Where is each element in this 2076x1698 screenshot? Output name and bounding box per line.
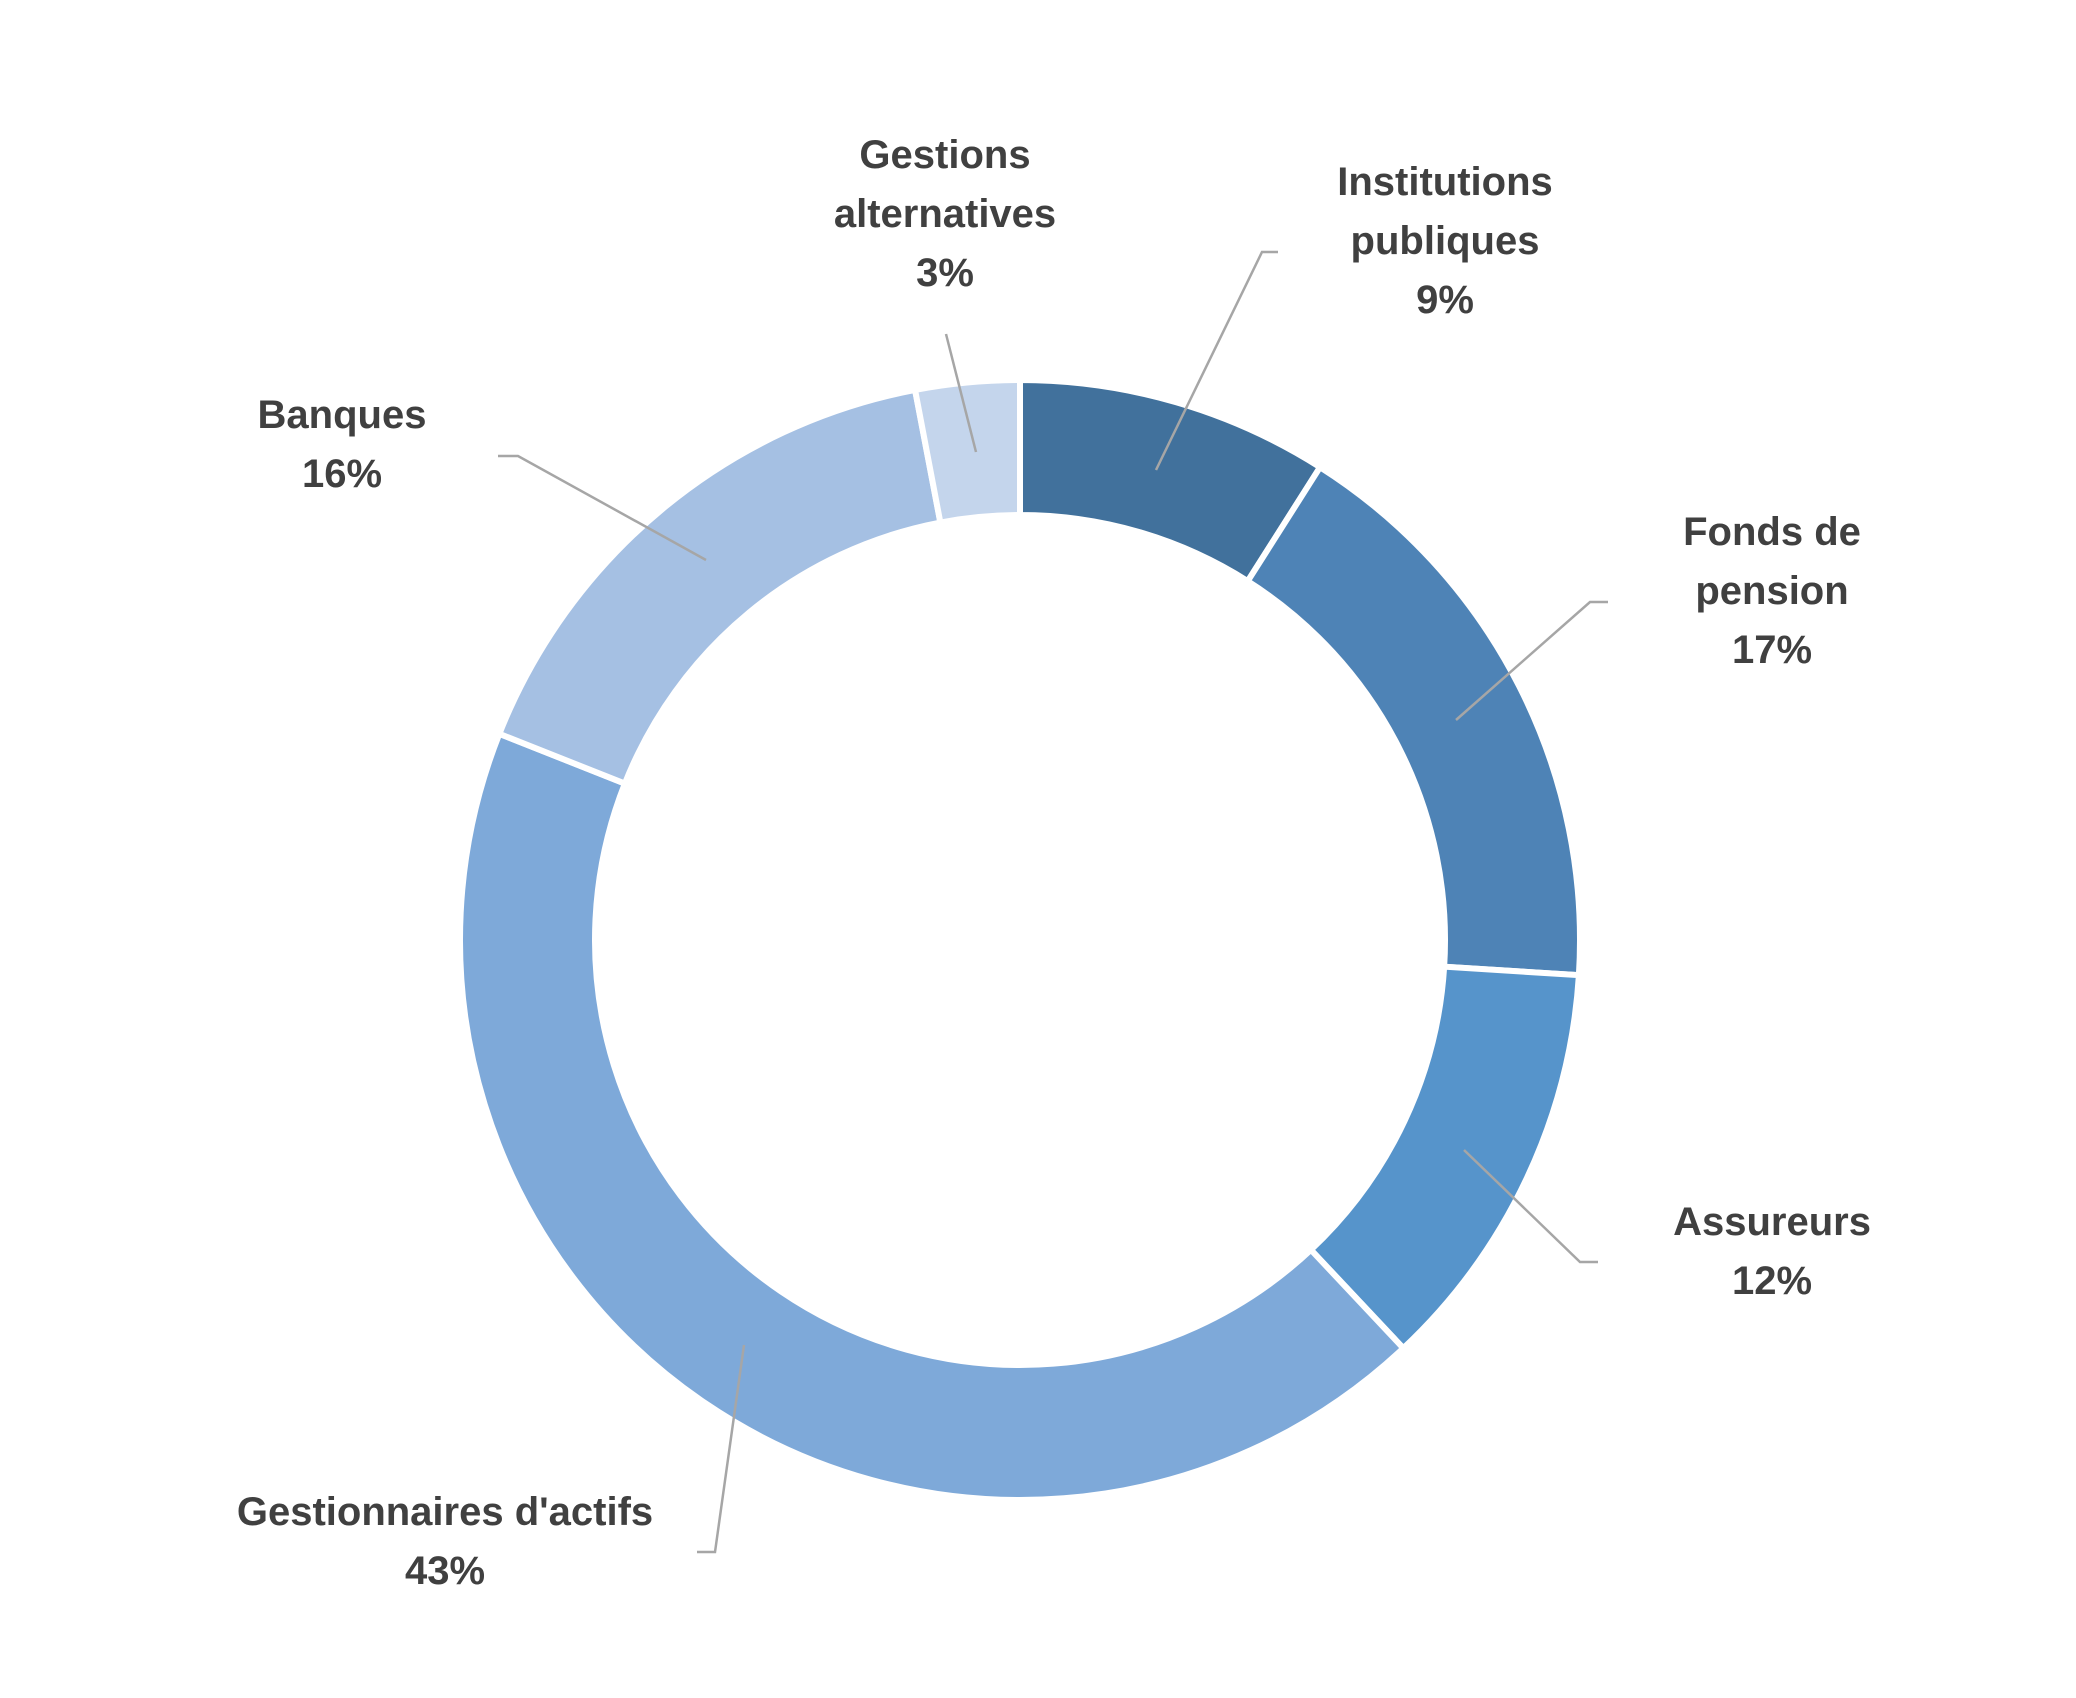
- data-label-category: Institutions: [1337, 160, 1553, 204]
- data-label-value: 43%: [405, 1549, 485, 1593]
- data-label-value: 16%: [302, 452, 382, 496]
- data-label-value: 12%: [1732, 1259, 1812, 1303]
- leader-line: [498, 454, 707, 562]
- data-label: Gestionnaires d'actifs 43%: [237, 1490, 653, 1593]
- data-label-category: Gestionnaires d'actifs: [237, 1490, 653, 1534]
- leader-line: [1455, 600, 1608, 721]
- data-label-category: Fonds de: [1683, 510, 1861, 554]
- data-label-value: 3%: [916, 251, 974, 295]
- data-label-category: alternatives: [834, 192, 1056, 236]
- data-label-value: 9%: [1416, 278, 1474, 322]
- data-label: Banques 16%: [258, 393, 427, 496]
- leader-lines: [498, 250, 1608, 1554]
- leader-line: [697, 1344, 746, 1554]
- data-label-category: Gestions: [859, 133, 1030, 177]
- data-label: Gestions alternatives 3%: [834, 133, 1056, 295]
- data-label: Institutions publiques 9%: [1337, 160, 1553, 322]
- donut-slice: [495, 386, 944, 788]
- leader-line: [944, 333, 978, 453]
- donut-slice: [911, 376, 1023, 527]
- data-label: Fonds de pension 17%: [1683, 510, 1861, 672]
- leader-line: [1463, 1149, 1598, 1264]
- donut-slices: [457, 376, 1583, 1503]
- leader-line: [1154, 250, 1278, 471]
- data-label: Assureurs 12%: [1673, 1200, 1871, 1303]
- donut-slice: [1243, 463, 1583, 979]
- data-label-value: 17%: [1732, 628, 1812, 672]
- data-label-category: pension: [1695, 569, 1848, 613]
- data-label-category: Assureurs: [1673, 1200, 1871, 1244]
- data-label-category: Banques: [258, 393, 427, 437]
- data-label-category: publiques: [1351, 219, 1540, 263]
- data-labels: Institutions publiques 9% Fonds de pension 17…: [237, 133, 1871, 1593]
- donut-slice: [457, 729, 1408, 1503]
